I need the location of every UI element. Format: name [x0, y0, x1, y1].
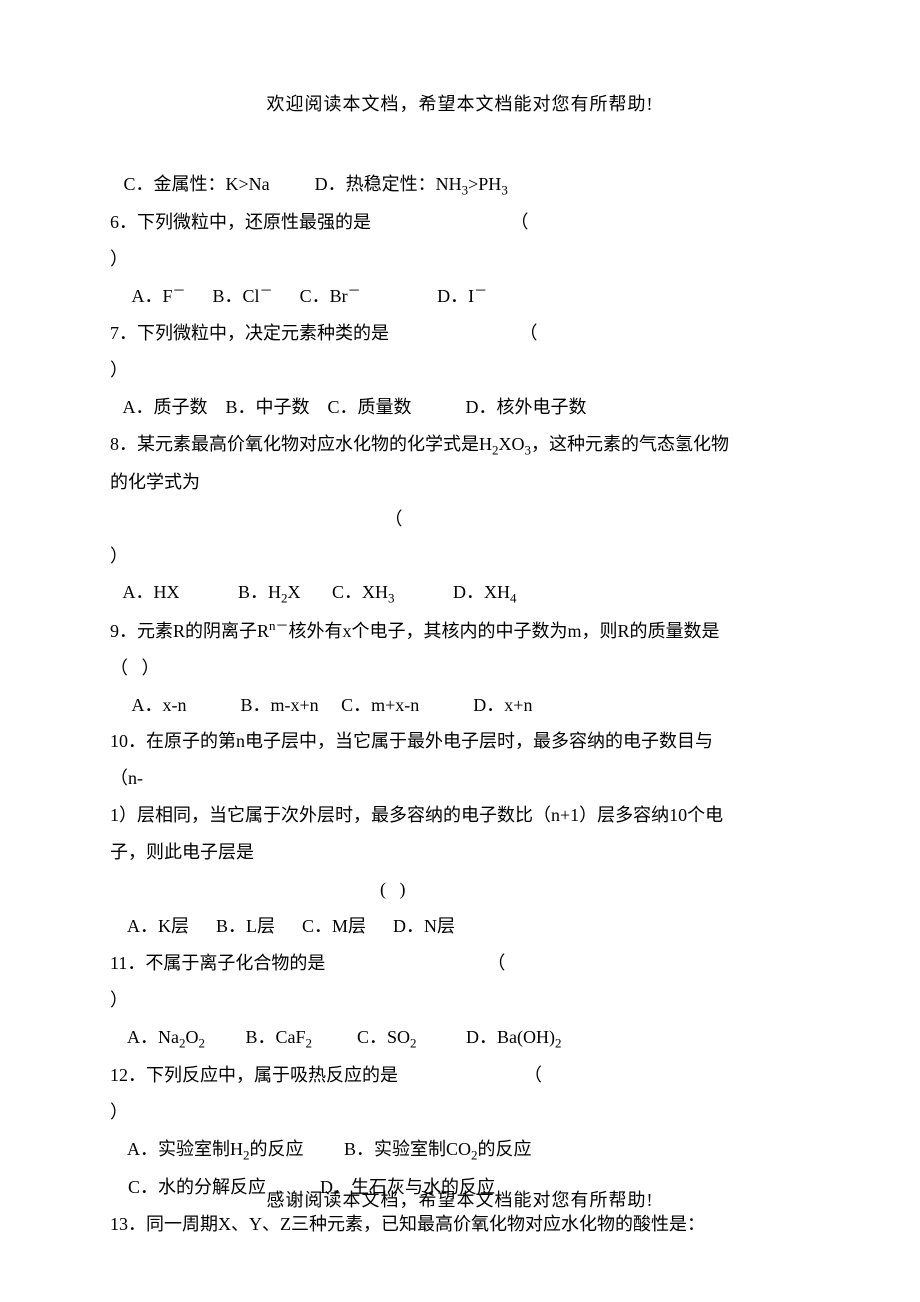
text-line: ） — [110, 352, 810, 389]
subscript: 3 — [501, 183, 508, 198]
text: A．HX B．H — [110, 582, 281, 602]
text-line: C．金属性：K>Na D．热稳定性：NH3>PH3 — [110, 166, 810, 204]
superscript: － — [173, 283, 186, 298]
text: B．CaF — [205, 1027, 306, 1047]
text: D．I — [361, 286, 475, 306]
text: C．SO — [312, 1027, 410, 1047]
text: 核外有x个电子，其核内的中子数为m，则R的质量数是 — [289, 621, 720, 641]
text-line: A．实验室制H2的反应 B．实验室制CO2的反应 — [110, 1131, 810, 1169]
text-line: A．F－ B．Cl－ C．Br－ D．I－ — [110, 278, 810, 315]
text: D．XH — [395, 582, 511, 602]
text: B．Cl — [186, 286, 260, 306]
superscript: － — [260, 283, 273, 298]
text: ，这种元素的气态氢化物 — [531, 434, 729, 454]
text: 的反应 — [478, 1139, 532, 1159]
text-line: ） — [110, 1094, 810, 1131]
text: 的反应 B．实验室制CO — [250, 1139, 472, 1159]
text-line: 1）层相同，当它属于次外层时，最多容纳的电子数比（n+1）层多容纳10个电 — [110, 797, 810, 834]
superscript: － — [348, 283, 361, 298]
page-footer: 感谢阅读本文档，希望本文档能对您有所帮助! — [0, 1186, 920, 1212]
superscript: － — [474, 283, 487, 298]
text-line: A．K层 B．L层 C．M层 D．N层 — [110, 908, 810, 945]
text-line: 9．元素R的阴离子Rn－核外有x个电子，其核内的中子数为m，则R的质量数是 — [110, 613, 810, 650]
text: C．金属性：K>Na D．热稳定性：NH — [110, 174, 462, 194]
text: D．Ba(OH) — [417, 1027, 555, 1047]
text-line: A．质子数 B．中子数 C．质量数 D．核外电子数 — [110, 389, 810, 426]
superscript: n－ — [269, 618, 289, 633]
text: O — [186, 1027, 199, 1047]
text-line: A．x-n B．m-x+n C．m+x-n D．x+n — [110, 687, 810, 724]
text: A．实验室制H — [110, 1139, 243, 1159]
text: A．F — [110, 286, 173, 306]
subscript: 2 — [555, 1035, 562, 1050]
document-content: C．金属性：K>Na D．热稳定性：NH3>PH3 6．下列微粒中，还原性最强的… — [110, 166, 810, 1243]
text-line: 6．下列微粒中，还原性最强的是 （ — [110, 204, 810, 241]
text-line: A．Na2O2 B．CaF2 C．SO2 D．Ba(OH)2 — [110, 1019, 810, 1057]
text: A．Na — [110, 1027, 179, 1047]
text-line: （n- — [110, 760, 810, 797]
text-line: 11．不属于离子化合物的是 （ — [110, 945, 810, 982]
text-line: （ — [110, 501, 810, 538]
text-line: 10．在原子的第n电子层中，当它属于最外电子层时，最多容纳的电子数目与 — [110, 723, 810, 760]
text-line: （ ） — [110, 650, 810, 687]
text-line: ） — [110, 982, 810, 1019]
text-line: 的化学式为 — [110, 464, 810, 501]
text: 9．元素R的阴离子R — [110, 621, 269, 641]
text: C．Br — [273, 286, 348, 306]
text: XO — [499, 434, 525, 454]
text-line: 8．某元素最高价氧化物对应水化物的化学式是H2XO3，这种元素的气态氢化物 — [110, 426, 810, 464]
subscript: 4 — [510, 591, 517, 606]
text-line: 子，则此电子层是 — [110, 834, 810, 871]
page-header: 欢迎阅读本文档，希望本文档能对您有所帮助! — [110, 90, 810, 116]
text: X C．XH — [288, 582, 389, 602]
text: 8．某元素最高价氧化物对应水化物的化学式是H — [110, 434, 492, 454]
text-line: ） — [110, 538, 810, 575]
text-line: A．HX B．H2X C．XH3 D．XH4 — [110, 574, 810, 612]
text-line: 12．下列反应中，属于吸热反应的是 （ — [110, 1057, 810, 1094]
text-line: 7．下列微粒中，决定元素种类的是 （ — [110, 315, 810, 352]
text: >PH — [468, 174, 501, 194]
text-line: ( ) — [110, 871, 810, 908]
text-line: ） — [110, 241, 810, 278]
